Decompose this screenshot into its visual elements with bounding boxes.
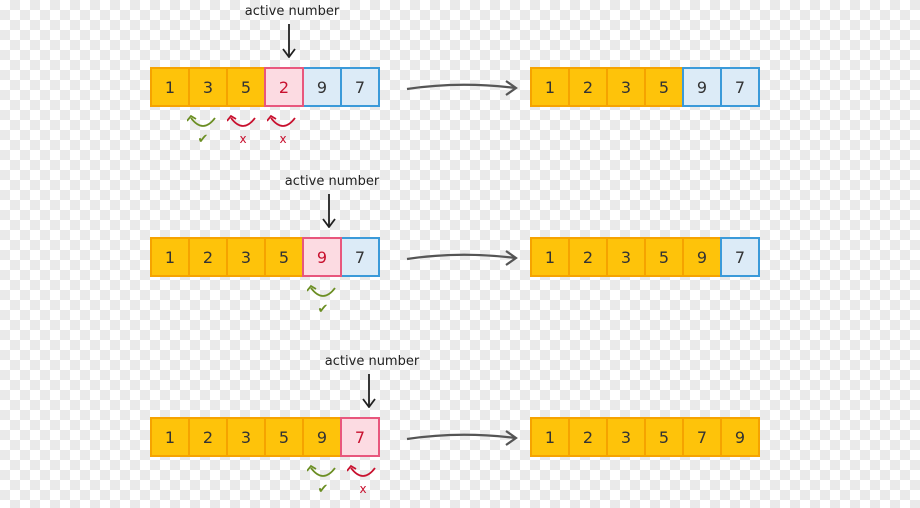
- array-cell: 3: [606, 67, 646, 107]
- array-after: 1 2 3 5 9 7: [530, 67, 760, 107]
- array-cell: 1: [150, 417, 190, 457]
- array-cell: 2: [188, 417, 228, 457]
- down-arrow-icon: [362, 374, 376, 408]
- down-arrow-icon: [322, 194, 336, 228]
- array-cell: 1: [150, 67, 190, 107]
- active-number-label: active number: [244, 4, 340, 19]
- array-cell: 2: [568, 417, 608, 457]
- active-number-label: active number: [324, 354, 420, 369]
- array-cell: 2: [568, 237, 608, 277]
- array-cell: 2: [188, 237, 228, 277]
- array-cell: 7: [720, 67, 760, 107]
- insertion-step-2: active number 1 2 3 5 9 7 ✔ 1 2 3 5 9 7: [0, 170, 920, 320]
- array-cell: 1: [150, 237, 190, 277]
- array-before: 1 2 3 5 9 7: [150, 417, 380, 457]
- check-mark-icon: ✔: [197, 132, 209, 147]
- cross-mark-icon: x: [359, 482, 367, 496]
- array-after: 1 2 3 5 9 7: [530, 237, 760, 277]
- array-cell: 3: [226, 417, 266, 457]
- array-cell: 5: [644, 417, 684, 457]
- comparison-ok: ✔: [307, 462, 339, 508]
- cross-mark-icon: x: [239, 132, 247, 146]
- active-cell: 2: [264, 67, 304, 107]
- array-cell: 5: [264, 237, 304, 277]
- array-cell: 7: [720, 237, 760, 277]
- right-arrow-icon: [406, 250, 518, 266]
- array-before: 1 3 5 2 9 7: [150, 67, 380, 107]
- array-cell: 9: [682, 67, 722, 107]
- insertion-step-3: active number 1 2 3 5 9 7 ✔ x 1 2 3 5 7 …: [0, 350, 920, 500]
- array-cell: 3: [188, 67, 228, 107]
- active-cell: 9: [302, 237, 342, 277]
- active-number-label: active number: [284, 174, 380, 189]
- array-cell: 3: [606, 237, 646, 277]
- comparison-fail: x: [227, 112, 259, 158]
- array-cell: 5: [226, 67, 266, 107]
- array-cell: 9: [720, 417, 760, 457]
- array-before: 1 2 3 5 9 7: [150, 237, 380, 277]
- array-cell: 9: [302, 417, 342, 457]
- insertion-step-1: active number 1 3 5 2 9 7 ✔ x x: [0, 0, 920, 150]
- curved-arrow-icon: [267, 114, 296, 127]
- array-after: 1 2 3 5 7 9: [530, 417, 760, 457]
- array-cell: 5: [644, 67, 684, 107]
- comparison-ok: ✔: [187, 112, 219, 158]
- curved-arrow-icon: [347, 464, 376, 477]
- array-cell: 7: [340, 67, 380, 107]
- curved-arrow-icon: [187, 114, 216, 127]
- curved-arrow-icon: [307, 284, 336, 297]
- comparison-fail: x: [347, 462, 379, 508]
- array-cell: 1: [530, 237, 570, 277]
- down-arrow-icon: [282, 24, 296, 58]
- right-arrow-icon: [406, 80, 518, 96]
- check-mark-icon: ✔: [317, 302, 329, 317]
- active-cell: 7: [340, 417, 380, 457]
- array-cell: 5: [644, 237, 684, 277]
- cross-mark-icon: x: [279, 132, 287, 146]
- array-cell: 7: [682, 417, 722, 457]
- array-cell: 9: [302, 67, 342, 107]
- array-cell: 3: [226, 237, 266, 277]
- right-arrow-icon: [406, 430, 518, 446]
- comparison-ok: ✔: [307, 282, 339, 328]
- array-cell: 1: [530, 67, 570, 107]
- check-mark-icon: ✔: [317, 482, 329, 497]
- array-cell: 7: [340, 237, 380, 277]
- curved-arrow-icon: [307, 464, 336, 477]
- curved-arrow-icon: [227, 114, 256, 127]
- array-cell: 5: [264, 417, 304, 457]
- array-cell: 3: [606, 417, 646, 457]
- array-cell: 1: [530, 417, 570, 457]
- array-cell: 9: [682, 237, 722, 277]
- array-cell: 2: [568, 67, 608, 107]
- comparison-fail: x: [267, 112, 299, 158]
